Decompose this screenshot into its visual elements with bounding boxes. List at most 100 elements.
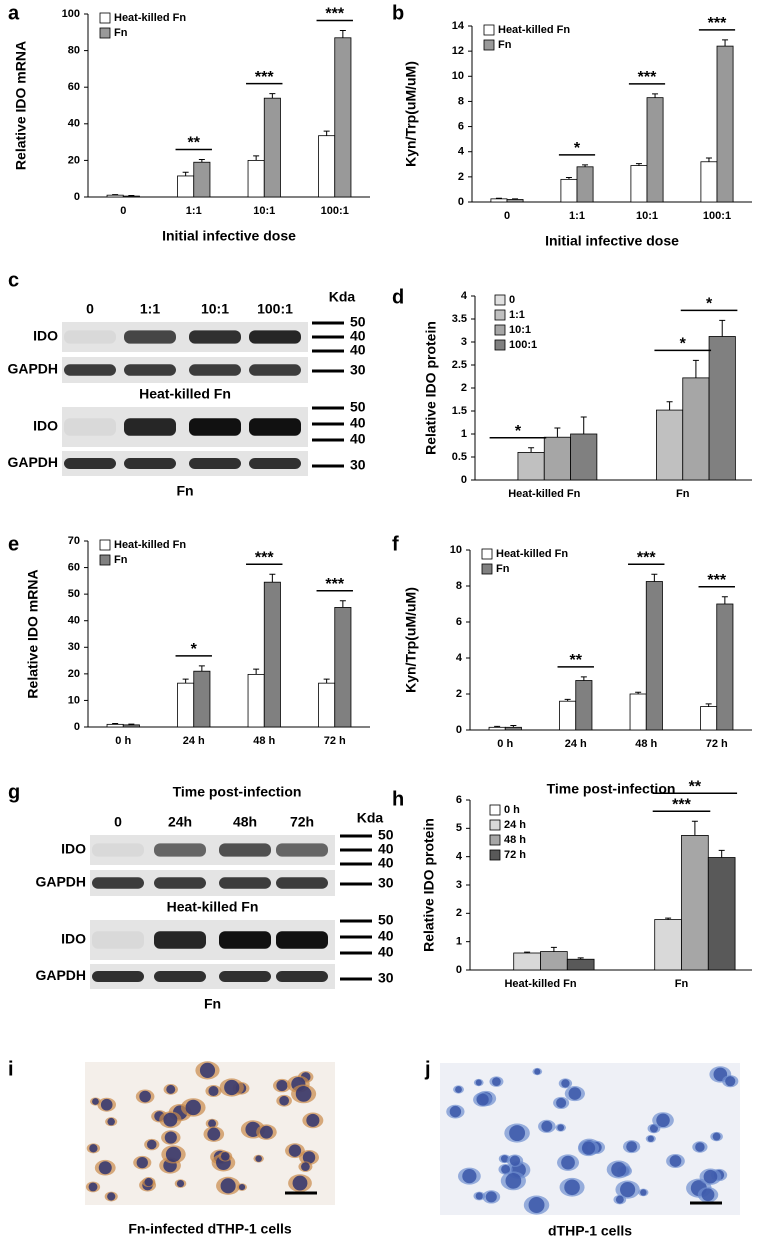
cell-nucleus <box>88 1182 98 1192</box>
cell-nucleus <box>107 1117 115 1126</box>
error-bar <box>580 676 587 681</box>
cell-nucleus <box>725 1076 736 1087</box>
error-bar <box>528 447 535 453</box>
bar <box>504 726 522 731</box>
error-bar <box>198 158 205 163</box>
panel-label: e <box>8 533 19 555</box>
blot-band <box>276 877 328 889</box>
cell-nucleus <box>561 1079 570 1088</box>
x-tick-label: Fn <box>675 978 689 990</box>
bar <box>193 161 211 198</box>
cell-nucleus <box>485 1191 497 1203</box>
x-tick-label: 0 h <box>497 738 513 750</box>
cell-nucleus <box>620 1182 636 1198</box>
cell-nucleus <box>475 1079 482 1086</box>
y-axis-label: Relative IDO protein <box>421 818 437 952</box>
legend-label: 0 h <box>504 804 520 816</box>
error-bar <box>635 691 642 694</box>
bar <box>700 706 718 731</box>
legend-swatch <box>483 24 495 36</box>
panel-label: b <box>392 2 404 24</box>
bar <box>318 135 336 198</box>
significance-label: ** <box>689 778 702 795</box>
cell-nucleus <box>528 1197 545 1213</box>
legend-label: Fn <box>114 554 128 566</box>
y-tick-label: 0 <box>456 724 462 736</box>
lane-label: 72h <box>290 814 314 830</box>
cell-nucleus <box>640 1189 647 1196</box>
significance-label: *** <box>325 576 344 593</box>
error-bar <box>494 725 501 728</box>
cell-nucleus <box>475 1192 483 1200</box>
y-tick-label: 8 <box>458 95 464 107</box>
cell-nucleus <box>626 1141 638 1153</box>
cell-nucleus <box>276 1080 288 1092</box>
cell-nucleus <box>220 1151 230 1161</box>
cell-nucleus <box>164 1131 177 1144</box>
row-label: IDO <box>61 931 86 947</box>
x-tick-label: 72 h <box>706 738 728 750</box>
bar <box>177 175 195 198</box>
error-bar <box>721 596 728 604</box>
bar <box>488 726 506 731</box>
legend-swatch <box>494 339 506 351</box>
error-bar <box>339 600 346 608</box>
cell-nucleus <box>561 1155 575 1170</box>
chart-title: Time post-infection <box>547 781 676 797</box>
error-bar <box>719 319 726 337</box>
cell-nucleus <box>288 1144 302 1157</box>
blot-band <box>249 458 301 469</box>
y-tick-label: 1 <box>461 428 467 440</box>
significance-label: * <box>680 336 687 353</box>
significance-label: ** <box>570 652 583 669</box>
legend-swatch <box>481 563 493 575</box>
micrograph-caption: dTHP-1 cells <box>548 1223 632 1239</box>
y-axis-label: Relative IDO protein <box>423 321 439 455</box>
y-tick-label: 5 <box>456 822 462 834</box>
bar <box>560 178 578 203</box>
lane-label: 48h <box>233 814 257 830</box>
blot-caption: Heat-killed Fn <box>139 386 231 402</box>
significance-label: *** <box>637 550 656 567</box>
bar <box>334 607 352 728</box>
error-bar <box>339 29 346 38</box>
unit-label: Kda <box>357 810 384 826</box>
error-bar <box>112 723 119 725</box>
x-tick-label: 10:1 <box>253 205 275 217</box>
row-label: GAPDH <box>7 454 58 470</box>
x-tick-label: 100:1 <box>703 210 731 222</box>
cell-nucleus <box>136 1156 148 1169</box>
legend-swatch <box>489 849 501 861</box>
error-bar <box>510 725 517 728</box>
significance-label: *** <box>708 15 727 32</box>
error-bar <box>323 678 330 684</box>
marker-label: 40 <box>378 841 394 857</box>
y-tick-label: 100 <box>62 8 80 20</box>
marker-label: 40 <box>350 342 366 358</box>
blot-band <box>276 843 328 857</box>
bar <box>682 377 710 481</box>
legend-swatch <box>99 12 111 24</box>
error-bar <box>128 195 135 197</box>
bar <box>700 161 718 203</box>
cell-nucleus <box>279 1095 289 1106</box>
bar <box>576 166 594 203</box>
legend-label: 72 h <box>504 849 526 861</box>
lane-label: 24h <box>168 814 192 830</box>
cell-nucleus <box>306 1113 320 1127</box>
panel-label: j <box>424 1058 431 1080</box>
marker-label: 40 <box>350 415 366 431</box>
marker-label: 30 <box>378 970 394 986</box>
x-axis-label: Initial infective dose <box>162 228 296 244</box>
y-tick-label: 4 <box>458 146 465 158</box>
error-bar <box>269 573 276 583</box>
marker-label: 30 <box>350 362 366 378</box>
blot-caption: Fn <box>204 996 221 1012</box>
marker-label: 50 <box>378 912 394 928</box>
significance-label: *** <box>707 572 726 589</box>
cell-nucleus <box>185 1099 201 1116</box>
cell-nucleus <box>703 1169 718 1184</box>
significance-label: * <box>706 296 713 313</box>
blot-band <box>154 877 206 889</box>
marker-label: 50 <box>350 399 366 415</box>
